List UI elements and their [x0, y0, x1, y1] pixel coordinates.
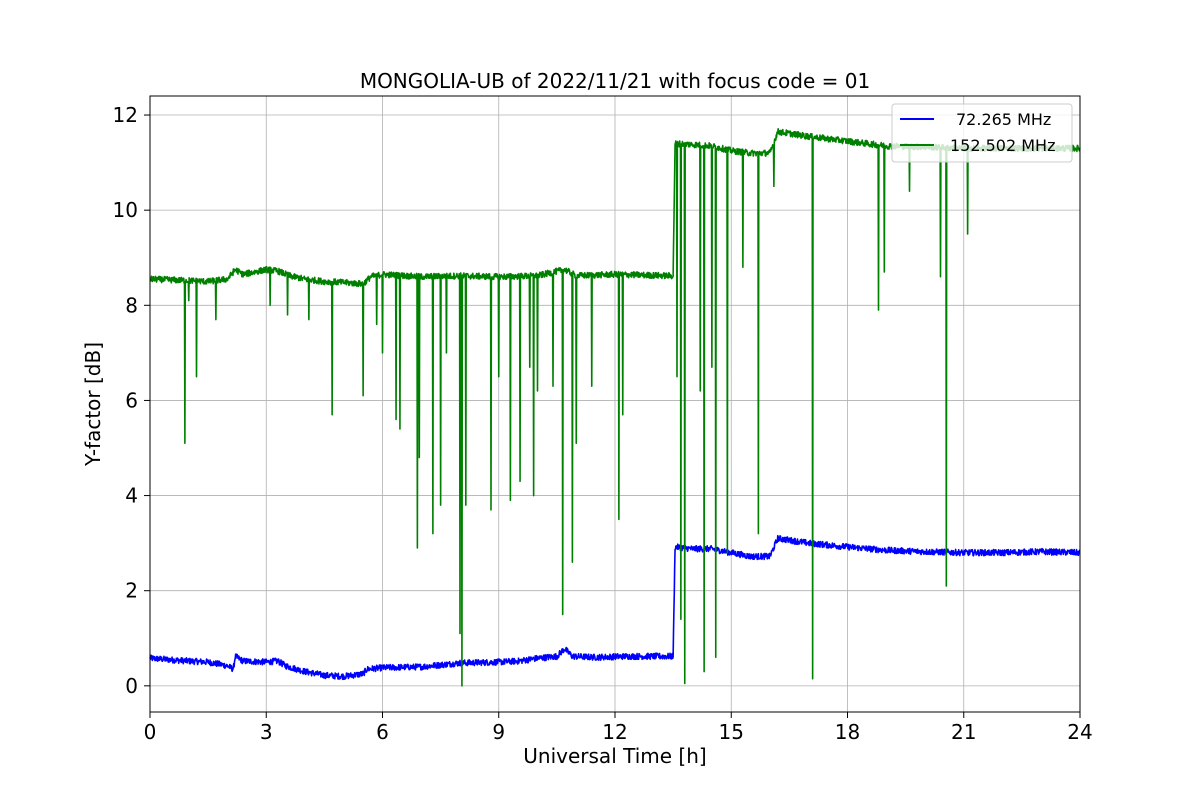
x-tick-label: 12 — [602, 720, 627, 744]
y-tick-label: 12 — [113, 103, 138, 127]
x-tick-label: 18 — [835, 720, 860, 744]
x-tick-label: 3 — [260, 720, 273, 744]
y-tick-label: 8 — [125, 293, 138, 317]
y-axis-label: Y-factor [dB] — [81, 342, 105, 467]
x-tick-label: 6 — [376, 720, 389, 744]
y-tick-label: 6 — [125, 388, 138, 412]
y-tick-label: 2 — [125, 579, 138, 603]
y-tick-label: 10 — [113, 198, 138, 222]
legend-label-72mhz: 72.265 MHz — [956, 110, 1051, 129]
chart-title: MONGOLIA-UB of 2022/11/21 with focus cod… — [360, 69, 870, 93]
legend-label-152mhz: 152.502 MHz — [950, 136, 1055, 155]
x-tick-label: 21 — [951, 720, 976, 744]
y-tick-label: 4 — [125, 484, 138, 508]
x-tick-label: 24 — [1067, 720, 1092, 744]
series-72mhz-line — [149, 534, 1081, 681]
legend-box — [891, 103, 1073, 163]
legend: 72.265 MHz 152.502 MHz — [891, 103, 1073, 163]
x-tick-label: 9 — [492, 720, 505, 744]
x-axis-label: Universal Time [h] — [523, 744, 706, 768]
y-tick-label: 0 — [125, 674, 138, 698]
x-tick-label: 0 — [144, 720, 157, 744]
x-tick-label: 15 — [719, 720, 744, 744]
